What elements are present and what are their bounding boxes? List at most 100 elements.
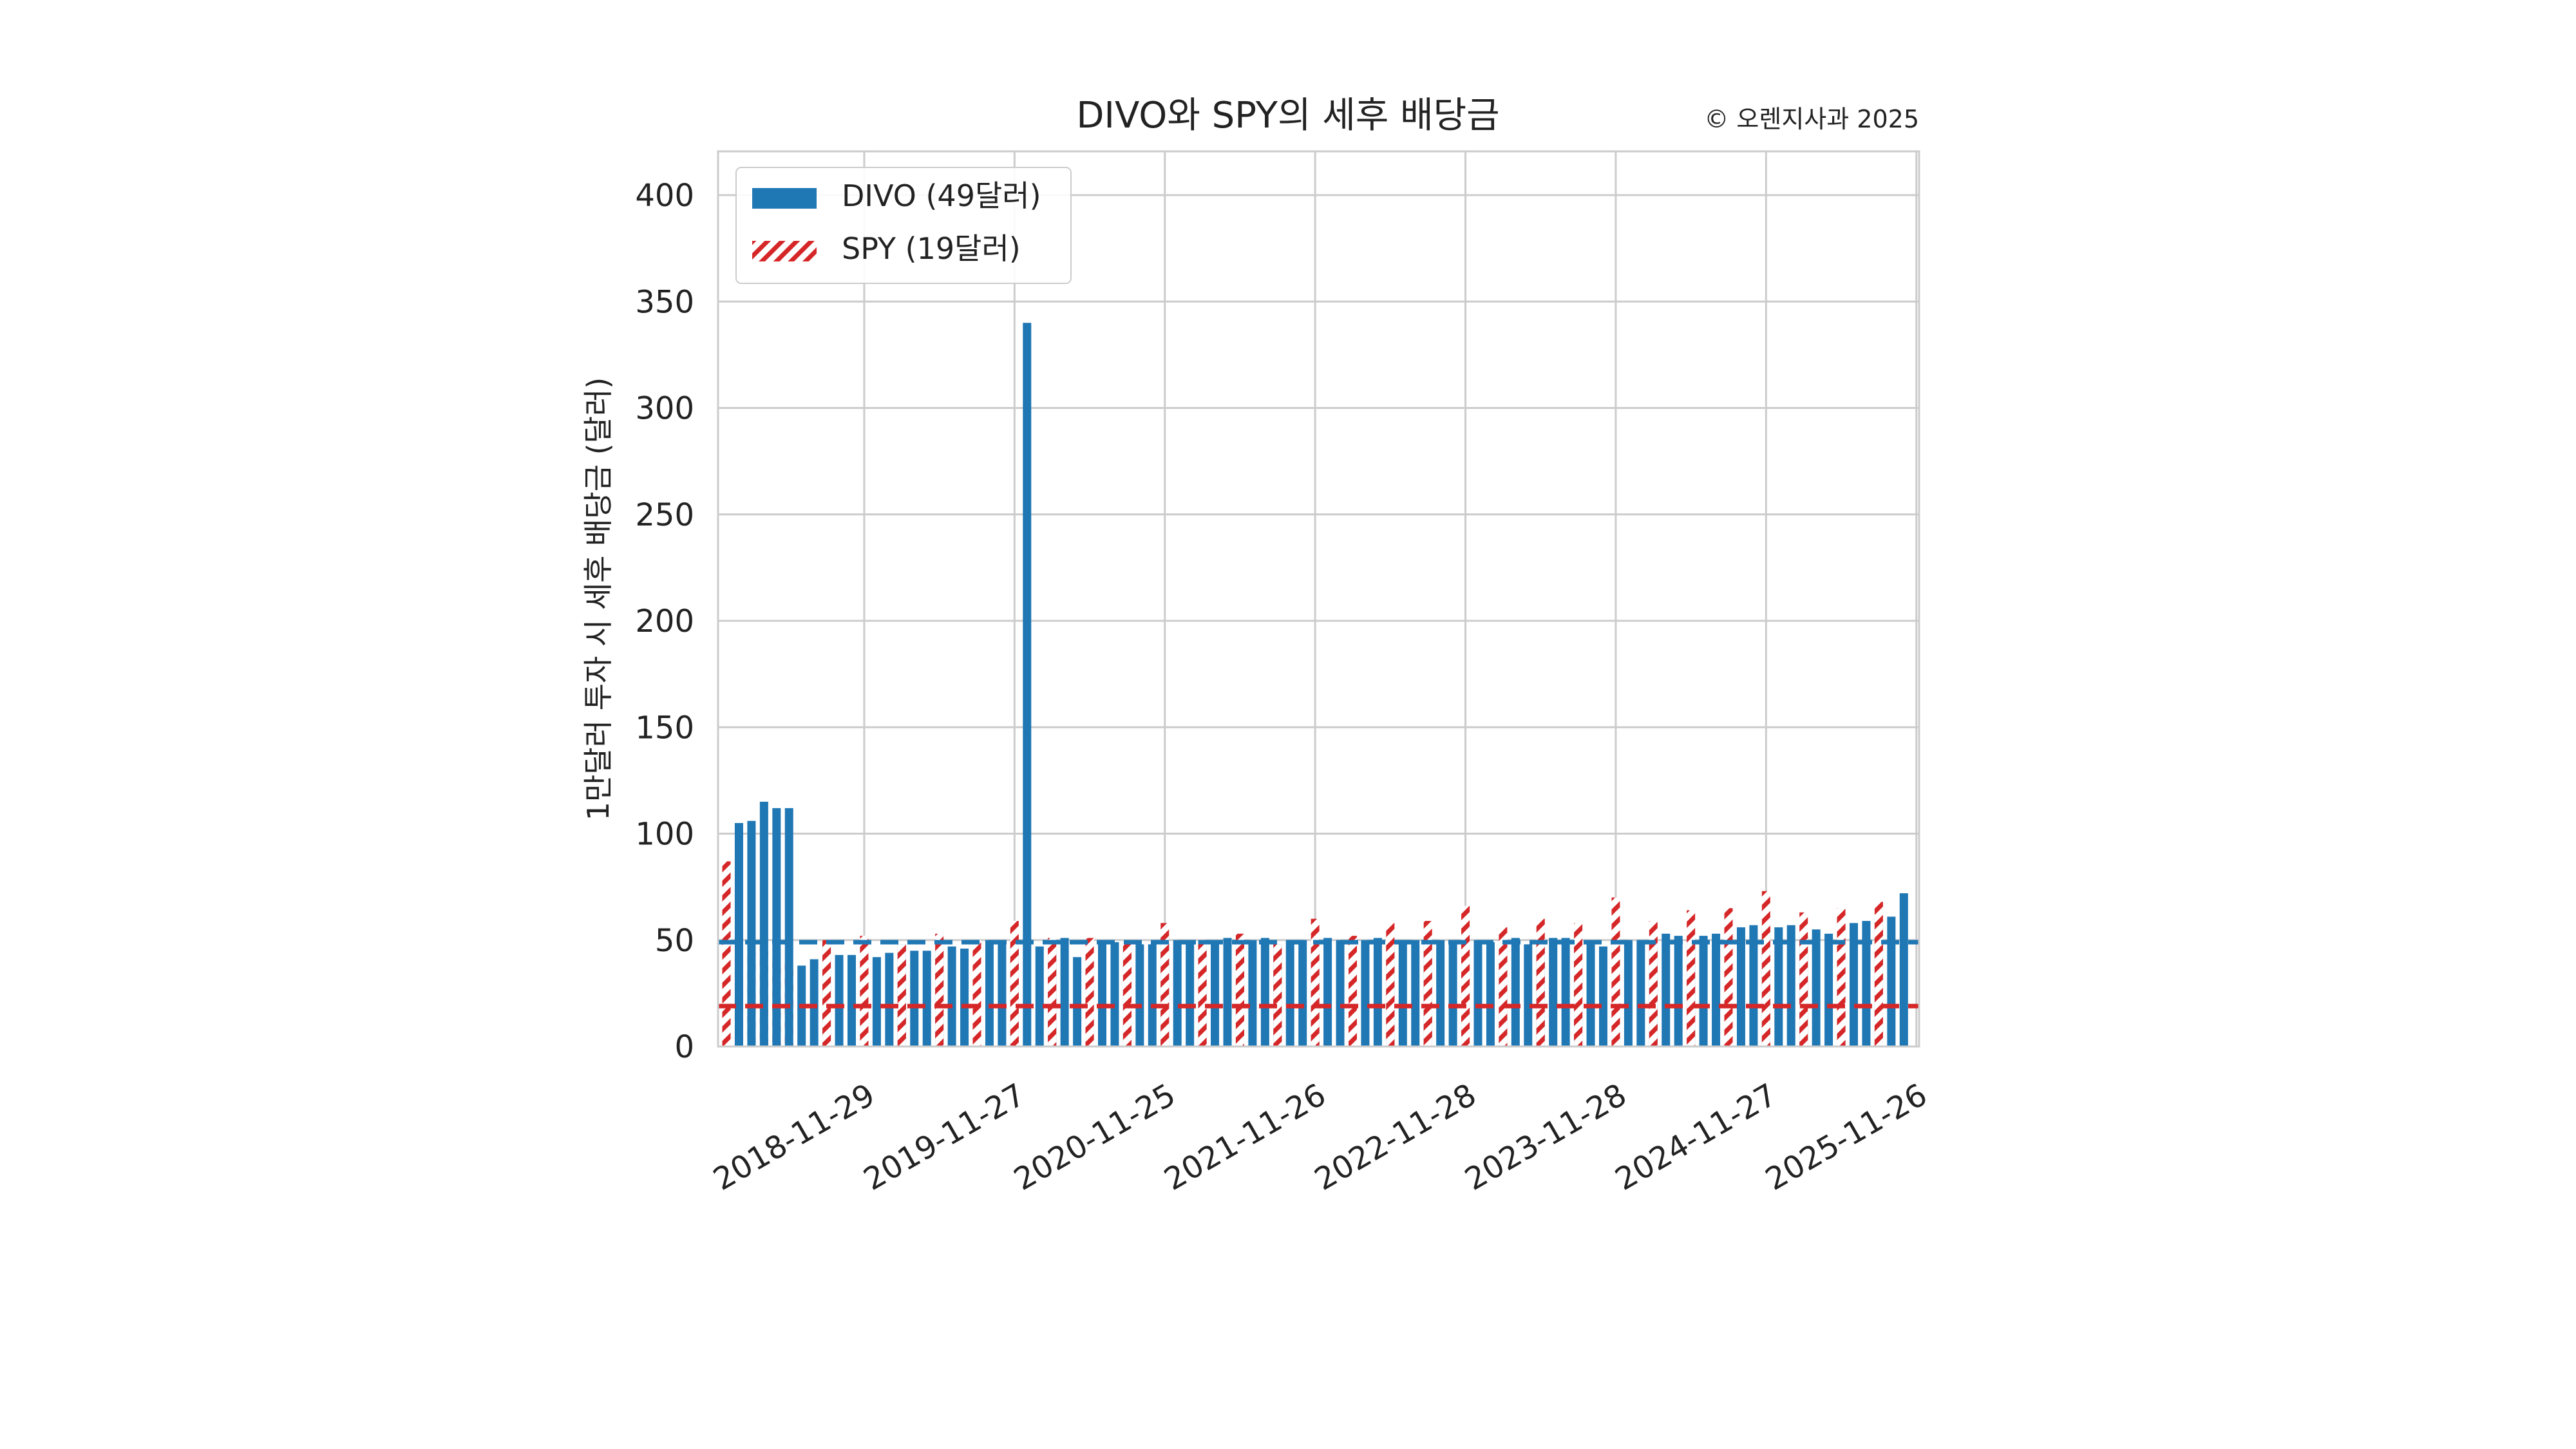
divo-bar — [922, 951, 931, 1046]
spy-bar — [1799, 912, 1808, 1046]
divo-bar — [1824, 933, 1833, 1046]
x-tick-label: 2018-11-29 — [707, 1077, 881, 1198]
divo-bar — [1561, 938, 1570, 1046]
spy-bar — [1349, 936, 1357, 1046]
y-tick-labels: 0 50 100 150 200 250 300 350 400 — [635, 178, 694, 1065]
divo-bar — [1023, 323, 1032, 1046]
y-tick-label: 400 — [635, 178, 694, 214]
divo-bar — [1486, 942, 1495, 1046]
divo-bar — [1736, 927, 1745, 1046]
divo-bar — [1786, 925, 1795, 1046]
chart-title: DIVO와 SPY의 세후 배당금 — [1076, 95, 1499, 137]
x-tick-labels: 2018-11-292019-11-272020-11-252021-11-26… — [707, 1077, 1933, 1198]
legend-box — [735, 167, 1072, 284]
spy-bar — [1235, 933, 1244, 1046]
divo-bar — [1599, 946, 1607, 1046]
spy-bar — [1461, 905, 1470, 1046]
divo-bar — [1712, 933, 1721, 1046]
y-axis-label: 1만달러 투자 시 세후 배당금 (달러) — [581, 377, 616, 820]
spy-bar — [1423, 921, 1432, 1046]
divo-bar — [1473, 940, 1482, 1046]
divo-bar — [1511, 938, 1520, 1046]
divo-bar — [947, 946, 956, 1046]
divo-bar — [1774, 927, 1783, 1046]
spy-bar — [1649, 921, 1658, 1046]
divo-bar — [1035, 946, 1044, 1046]
divo-bar — [1549, 938, 1558, 1046]
divo-bar — [1248, 940, 1257, 1046]
x-tick-label: 2019-11-27 — [858, 1077, 1032, 1198]
spy-bar — [1687, 910, 1696, 1046]
legend-label-spy: SPY (19달러) — [842, 231, 1021, 266]
x-tick-label: 2024-11-27 — [1609, 1077, 1783, 1198]
x-tick-label: 2020-11-25 — [1008, 1077, 1182, 1198]
divo-bar — [1862, 921, 1871, 1046]
y-tick-label: 250 — [635, 497, 694, 533]
spy-bar — [1311, 918, 1320, 1046]
divo-bar — [1749, 925, 1758, 1046]
y-tick-label: 150 — [635, 710, 694, 746]
divo-bar — [985, 940, 994, 1046]
divo-bar — [872, 957, 881, 1046]
average-lines — [718, 940, 1919, 1009]
spy-bar — [1273, 944, 1282, 1046]
divo-bar — [1110, 942, 1119, 1046]
divo-bar — [772, 808, 781, 1046]
divo-bar — [1323, 938, 1332, 1046]
divo-bar — [1073, 957, 1082, 1046]
bars — [722, 323, 1908, 1046]
copyright-text: © 오렌지사과 2025 — [1704, 105, 1919, 133]
divo-bar — [1148, 944, 1157, 1046]
y-tick-label: 0 — [674, 1029, 694, 1065]
divo-bar — [960, 948, 969, 1046]
divo-bar — [1173, 940, 1182, 1046]
divo-bar — [1812, 929, 1821, 1046]
spy-bar — [1724, 908, 1733, 1046]
spy-bar — [722, 861, 731, 1046]
divo-bar — [1135, 944, 1144, 1046]
y-tick-label: 350 — [635, 284, 694, 320]
spy-bar — [1761, 891, 1770, 1046]
y-tick-label: 50 — [655, 923, 694, 959]
divo-bar — [835, 954, 844, 1046]
divo-bar — [1211, 940, 1220, 1046]
divo-bar — [747, 820, 756, 1046]
divo-bar — [759, 801, 768, 1046]
spy-bar — [1386, 923, 1395, 1046]
legend: DIVO (49달러) SPY (19달러) — [735, 167, 1072, 284]
divo-bar — [1586, 944, 1595, 1046]
divo-bar — [998, 942, 1007, 1046]
divo-bar — [1285, 940, 1294, 1046]
divo-bar — [1398, 940, 1407, 1046]
spy-bar — [1499, 927, 1508, 1046]
divo-bar — [1411, 940, 1420, 1046]
spy-bar — [860, 936, 869, 1046]
divo-bar — [1899, 893, 1908, 1046]
legend-swatch-divo — [752, 188, 817, 209]
x-tick-label: 2025-11-26 — [1759, 1077, 1933, 1198]
spy-bar — [1048, 938, 1057, 1046]
divo-bar — [1098, 944, 1106, 1046]
spy-bar — [1160, 923, 1170, 1046]
divo-bar — [1662, 933, 1671, 1046]
spy-bar — [1198, 944, 1207, 1046]
divo-bar — [1373, 938, 1382, 1046]
legend-label-divo: DIVO (49달러) — [842, 178, 1041, 213]
divo-bar — [1636, 940, 1645, 1046]
spy-bar — [1837, 908, 1846, 1046]
spy-bar — [1574, 923, 1583, 1046]
divo-bar — [1060, 938, 1069, 1046]
divo-bar — [885, 952, 894, 1046]
plot-frame — [717, 150, 1920, 1048]
divo-bar — [1850, 923, 1858, 1046]
divo-bar — [1887, 916, 1896, 1046]
x-tick-label: 2022-11-28 — [1309, 1077, 1482, 1198]
divo-bar — [1186, 940, 1195, 1046]
divo-bar — [1298, 940, 1307, 1046]
divo-bar — [810, 959, 819, 1046]
divo-bar — [784, 808, 793, 1046]
spy-bar — [972, 940, 981, 1046]
x-tick-label: 2023-11-28 — [1459, 1077, 1633, 1198]
spy-bar — [1122, 940, 1132, 1046]
